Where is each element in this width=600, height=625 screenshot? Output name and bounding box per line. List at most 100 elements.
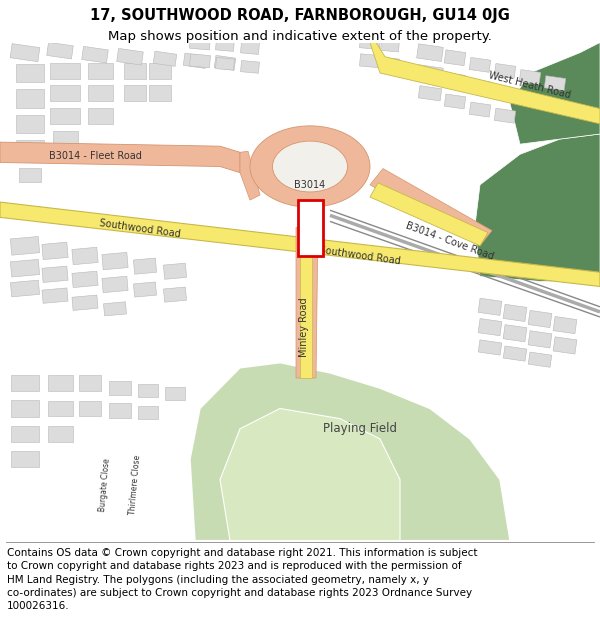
Bar (478, 298, 502, 316)
Text: West Heath Road: West Heath Road (488, 70, 572, 100)
Bar (102, 253, 128, 270)
Bar (241, 61, 259, 73)
Text: Minley Road: Minley Road (299, 298, 309, 357)
Bar (82, 46, 108, 63)
Bar (10, 259, 40, 277)
Bar (102, 276, 128, 292)
Bar (190, 35, 211, 50)
Bar (88, 107, 113, 124)
Bar (16, 89, 44, 107)
Bar (72, 271, 98, 288)
Bar (19, 168, 41, 182)
Bar (503, 304, 527, 321)
Polygon shape (300, 228, 312, 378)
Text: B3014: B3014 (295, 180, 326, 190)
Bar (11, 451, 39, 468)
Polygon shape (190, 362, 510, 541)
Text: Contains OS data © Crown copyright and database right 2021. This information is : Contains OS data © Crown copyright and d… (7, 548, 478, 611)
Bar (528, 311, 552, 328)
Bar (50, 85, 80, 101)
Polygon shape (370, 182, 488, 246)
Polygon shape (370, 169, 492, 246)
Bar (359, 54, 380, 68)
Bar (72, 295, 98, 311)
Bar (359, 36, 380, 49)
Bar (469, 79, 491, 93)
Bar (11, 375, 39, 391)
Text: 17, SOUTHWOOD ROAD, FARNBOROUGH, GU14 0JG: 17, SOUTHWOOD ROAD, FARNBOROUGH, GU14 0J… (90, 8, 510, 22)
Bar (117, 48, 143, 65)
Bar (153, 51, 177, 66)
Bar (79, 376, 101, 391)
Text: B3014 - Cove Road: B3014 - Cove Road (404, 220, 496, 261)
Text: Map shows position and indicative extent of the property.: Map shows position and indicative extent… (108, 30, 492, 42)
Bar (494, 108, 516, 123)
Bar (10, 280, 40, 297)
Bar (380, 58, 400, 70)
Bar (11, 401, 39, 417)
Bar (528, 331, 552, 348)
Bar (149, 63, 171, 79)
Bar (519, 69, 541, 84)
Text: Playing Field: Playing Field (323, 422, 397, 435)
Bar (53, 131, 77, 145)
Bar (47, 401, 73, 416)
Ellipse shape (272, 141, 347, 192)
Polygon shape (0, 142, 240, 172)
Bar (528, 352, 552, 367)
Polygon shape (0, 202, 600, 286)
Polygon shape (475, 134, 600, 281)
Bar (124, 85, 146, 101)
Bar (444, 72, 466, 88)
Bar (88, 63, 113, 79)
Bar (163, 263, 187, 279)
Bar (124, 63, 146, 79)
Bar (50, 63, 80, 79)
Bar (241, 41, 259, 54)
Bar (380, 39, 400, 52)
Bar (520, 92, 541, 106)
Bar (494, 64, 516, 78)
Bar (109, 403, 131, 418)
Bar (50, 107, 80, 124)
Text: Southwood Road: Southwood Road (99, 218, 181, 239)
Bar (190, 54, 211, 68)
Polygon shape (510, 42, 600, 144)
Bar (215, 58, 235, 70)
Polygon shape (220, 409, 400, 541)
Bar (16, 64, 44, 82)
Bar (553, 337, 577, 354)
Text: Burgate Close: Burgate Close (98, 458, 112, 512)
Text: Southwood Road: Southwood Road (319, 246, 401, 267)
Bar (494, 86, 515, 100)
Bar (47, 42, 73, 59)
Bar (478, 340, 502, 355)
Bar (42, 242, 68, 259)
Bar (215, 38, 235, 51)
Bar (47, 376, 73, 391)
Bar (11, 426, 39, 442)
Bar (165, 387, 185, 400)
Bar (416, 44, 443, 61)
Bar (88, 85, 113, 101)
Bar (72, 248, 98, 264)
Bar (133, 282, 157, 297)
Bar (133, 258, 157, 274)
Bar (469, 58, 491, 72)
Polygon shape (240, 151, 260, 200)
Bar (79, 401, 101, 416)
Bar (16, 114, 44, 133)
Bar (444, 94, 466, 109)
Bar (138, 384, 158, 397)
Bar (478, 319, 502, 336)
Bar (104, 302, 127, 316)
Bar (109, 381, 131, 395)
Bar (503, 346, 527, 361)
Bar (298, 200, 323, 256)
Bar (42, 266, 68, 282)
Polygon shape (370, 42, 600, 124)
Bar (469, 102, 491, 117)
Bar (47, 426, 73, 441)
Bar (138, 406, 158, 419)
Bar (503, 324, 527, 342)
